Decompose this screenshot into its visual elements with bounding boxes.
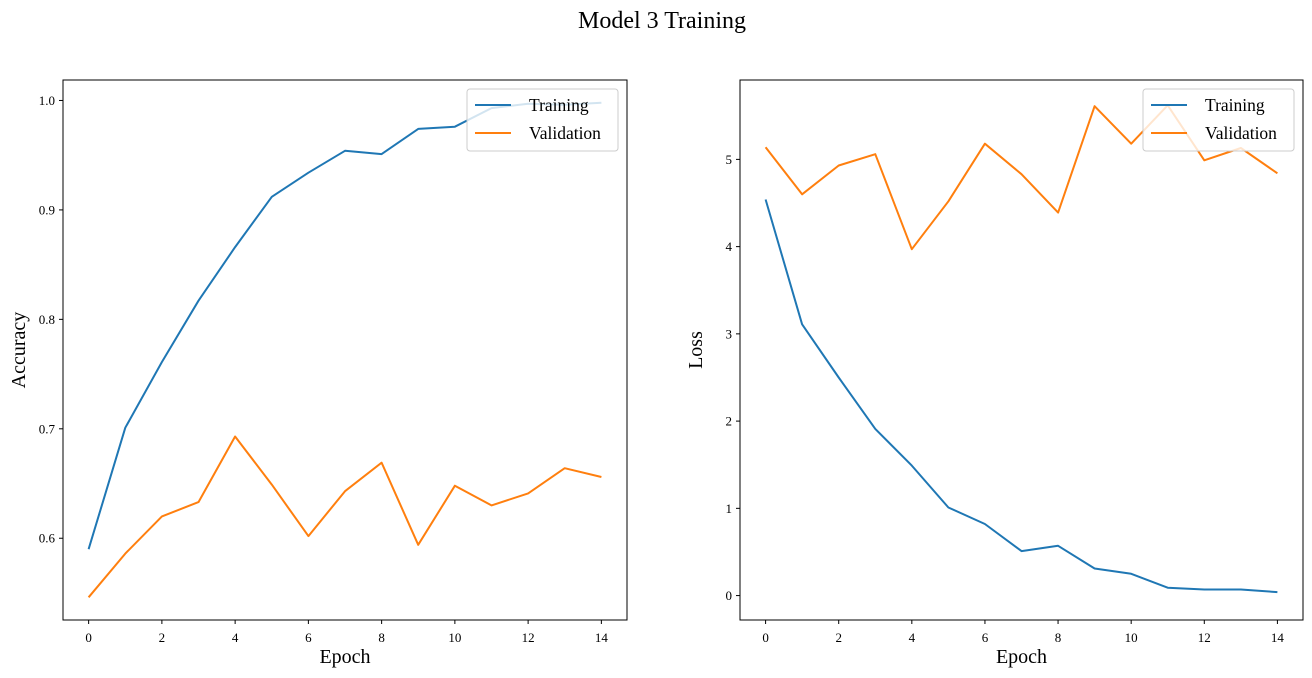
subplots: 0 2 4 6 8 10 12 140.60.70.80.91.0EpochAccuracyT… — [8, 79, 1304, 668]
loss-x-tick-label: 8 — [1055, 630, 1062, 645]
loss-y-tick-label: 3 — [726, 326, 733, 341]
loss-y-tick-label: 0 — [726, 588, 733, 603]
accuracy-validation-line — [87, 435, 602, 598]
loss-x-tick-label: 0 — [762, 630, 769, 645]
loss-y-axis-label: Loss — [685, 331, 707, 369]
accuracy-x-tick-label: 6 — [305, 630, 312, 645]
loss-legend: Training Validation — [1142, 88, 1295, 152]
accuracy-y-tick-label: 0.6 — [39, 531, 56, 546]
loss-x-tick-label: 10 — [1125, 630, 1138, 645]
accuracy-x-tick-label: 10 — [448, 630, 461, 645]
accuracy-x-tick-label: 4 — [232, 630, 239, 645]
accuracy-x-axis-label: Epoch — [319, 646, 370, 668]
loss-y-tick-label: 1 — [726, 501, 733, 516]
loss-y-tick-label: 5 — [726, 152, 733, 167]
loss-x-tick-label: 12 — [1198, 630, 1211, 645]
loss-legend-validation-label: Validation — [1205, 123, 1277, 143]
accuracy-x-tick-label: 0 — [85, 630, 92, 645]
loss-x-tick-label: 4 — [909, 630, 916, 645]
accuracy-y-tick-label: 0.7 — [39, 421, 56, 436]
accuracy-x-tick-label: 12 — [522, 630, 535, 645]
accuracy-x-tick-label: 8 — [378, 630, 385, 645]
loss-x-tick-label: 6 — [982, 630, 989, 645]
loss-y-tick-label: 2 — [726, 414, 733, 429]
loss-axes-frame — [739, 79, 1304, 621]
accuracy-y-tick-label: 1.0 — [39, 93, 55, 108]
accuracy-legend-validation-label: Validation — [529, 123, 601, 143]
loss-plot: 0 2 4 6 8 10 12 14012345EpochLossTrainingValida… — [685, 79, 1304, 668]
accuracy-y-tick-label: 0.9 — [39, 202, 55, 217]
accuracy-legend: Training Validation — [466, 88, 619, 152]
figure-title: Model 3 Training — [578, 8, 746, 34]
loss-training-line — [764, 199, 1278, 594]
accuracy-x-tick-label: 14 — [595, 630, 609, 645]
accuracy-axes-frame — [62, 79, 628, 621]
loss-x-axis-label: Epoch — [996, 646, 1047, 668]
loss-y-tick-label: 4 — [726, 239, 733, 254]
accuracy-x-tick-label: 2 — [159, 630, 166, 645]
loss-x-tick-label: 2 — [835, 630, 842, 645]
loss-x-tick-label: 14 — [1271, 630, 1285, 645]
accuracy-y-tick-label: 0.8 — [39, 312, 55, 327]
loss-legend-training-label: Training — [1205, 95, 1265, 115]
accuracy-plot: 0 2 4 6 8 10 12 14 0.6 0.7 0.8 0.9 1.0 Epoch Accuracy T… — [8, 79, 628, 668]
accuracy-legend-training-label: Training — [529, 95, 589, 115]
accuracy-y-axis-label: Accuracy — [8, 312, 30, 389]
